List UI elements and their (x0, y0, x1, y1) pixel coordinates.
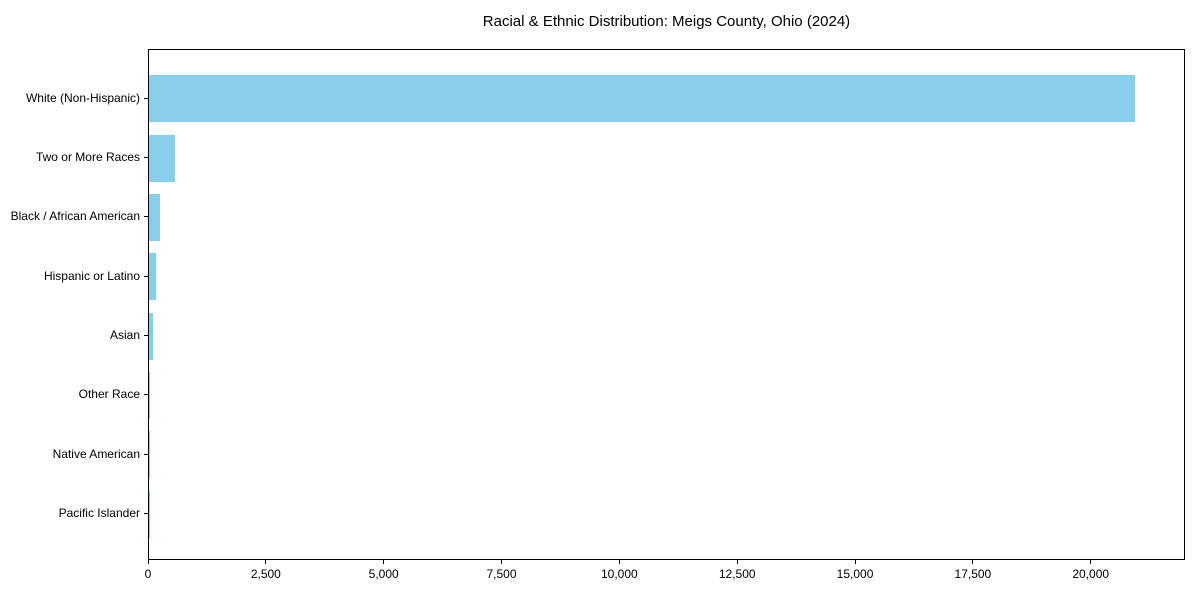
plot-area (148, 49, 1185, 560)
x-tick-label-7-500: 7,500 (486, 567, 517, 581)
x-tick-label-0: 0 (144, 567, 152, 581)
y-tick-label-asian: Asian (109, 328, 140, 343)
x-tick-mark (618, 560, 620, 564)
y-tick-mark (144, 97, 148, 99)
x-tick-label-17-500: 17,500 (954, 567, 992, 581)
y-tick-label-hispanic-or-latino: Hispanic or Latino (43, 268, 140, 283)
bar-black-african-american (149, 193, 160, 241)
y-tick-label-native-american: Native American (52, 446, 140, 461)
y-tick-mark (144, 394, 148, 396)
x-tick-mark (1090, 560, 1092, 564)
y-tick-mark (144, 275, 148, 277)
bar-other-race (149, 371, 151, 419)
chart-title: Racial & Ethnic Distribution: Meigs Coun… (482, 13, 851, 30)
x-tick-mark (854, 560, 856, 564)
bar-hispanic-or-latino (149, 253, 157, 301)
y-tick-label-black-african-american: Black / African American (10, 209, 140, 224)
x-tick-label-5-000: 5,000 (368, 567, 399, 581)
x-tick-mark (972, 560, 974, 564)
bar-two-or-more-races (149, 134, 175, 182)
y-tick-mark (144, 453, 148, 455)
x-tick-mark (147, 560, 149, 564)
y-tick-label-two-or-more-races: Two or More Races (35, 150, 140, 165)
x-tick-label-15-000: 15,000 (836, 567, 874, 581)
bar-native-american (149, 431, 150, 479)
x-tick-mark (736, 560, 738, 564)
x-tick-label-2-500: 2,500 (250, 567, 281, 581)
y-tick-mark (144, 216, 148, 218)
y-tick-label-other-race: Other Race (78, 387, 140, 402)
bar-white-non-hispanic (149, 75, 1135, 123)
y-tick-label-pacific-islander: Pacific Islander (58, 506, 140, 521)
y-tick-mark (144, 335, 148, 337)
x-tick-label-12-500: 12,500 (718, 567, 756, 581)
x-tick-label-10-000: 10,000 (601, 567, 638, 581)
x-tick-mark (383, 560, 385, 564)
y-tick-mark (144, 513, 148, 515)
bar-asian (149, 312, 153, 360)
x-tick-mark (265, 560, 267, 564)
y-tick-label-white-non-hispanic: White (Non-Hispanic) (25, 90, 140, 105)
x-tick-label-20-000: 20,000 (1072, 567, 1110, 581)
x-tick-mark (501, 560, 503, 564)
y-tick-mark (144, 157, 148, 159)
